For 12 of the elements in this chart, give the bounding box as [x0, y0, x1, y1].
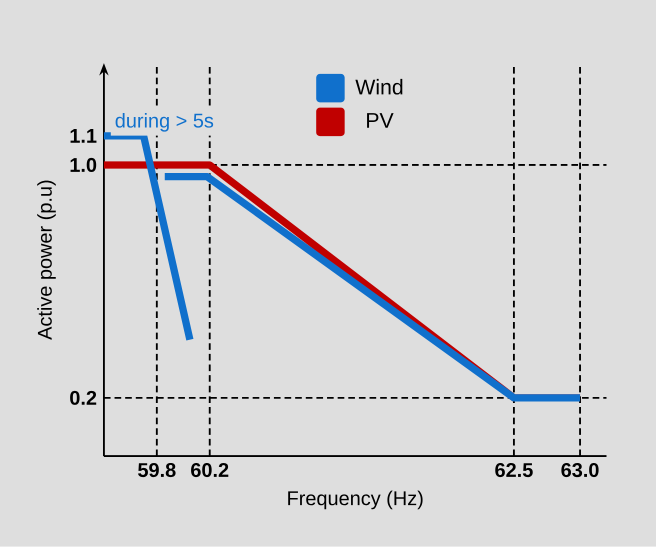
x-tick-label: 62.5 — [495, 463, 533, 478]
y-tick-label: 0.2 — [70, 390, 96, 406]
y-tick-label: 1.1 — [70, 129, 96, 143]
y-tick-label: 1.0 — [70, 158, 96, 172]
legend-label: PV — [367, 113, 394, 128]
x-tick-label: 63.0 — [561, 463, 599, 478]
annotation: during > 5s — [116, 113, 214, 132]
y-axis-title: Active power (p.u) — [37, 180, 56, 340]
x-axis-title: Frequency (Hz) — [288, 490, 423, 510]
legend-label: Wind — [355, 79, 402, 95]
x-tick-label: 59.8 — [138, 463, 176, 478]
x-tick-label: 60.2 — [191, 463, 228, 478]
